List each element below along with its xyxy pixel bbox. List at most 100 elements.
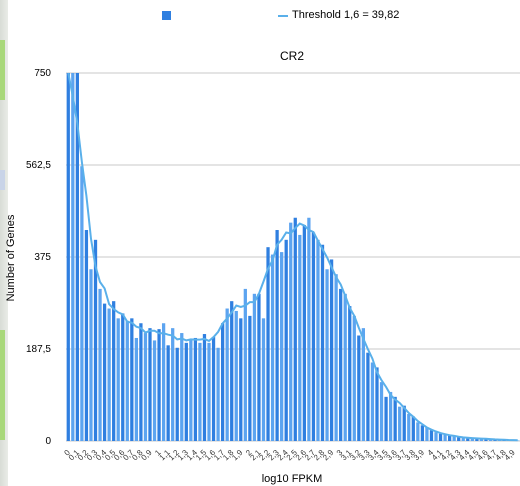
bar	[171, 328, 175, 441]
bar	[470, 438, 474, 441]
bar	[366, 352, 370, 441]
bar	[116, 318, 120, 441]
legend-bar-swatch	[162, 11, 171, 20]
bar	[325, 269, 329, 441]
bar	[207, 342, 211, 441]
bar	[202, 334, 207, 441]
bar	[270, 254, 275, 441]
x-tick-label: 4,9	[503, 448, 518, 463]
window-edge-band	[0, 170, 5, 190]
bar	[157, 329, 161, 441]
bar	[293, 217, 297, 441]
x-tick-label: 0	[62, 448, 72, 458]
bar	[280, 252, 284, 441]
window-edge-band	[0, 330, 5, 440]
bar	[266, 247, 270, 441]
bar	[180, 333, 184, 441]
bar	[130, 318, 134, 441]
x-axis-label: log10 FPKM	[262, 473, 323, 485]
bars	[66, 73, 520, 441]
bar	[339, 288, 343, 441]
bar	[447, 435, 452, 441]
y-tick-label: 750	[34, 68, 51, 79]
bar	[71, 73, 75, 441]
bar	[398, 406, 402, 441]
legend-line-label: Threshold 1,6 = 39,82	[292, 9, 400, 21]
bar	[198, 342, 202, 441]
x-tick-label: 1	[153, 448, 163, 458]
bar	[75, 73, 79, 441]
bar	[334, 274, 338, 441]
x-tick-label: 3,9	[412, 448, 427, 463]
bar	[357, 335, 361, 441]
bar	[89, 269, 93, 441]
bar	[343, 293, 347, 441]
bar	[252, 293, 257, 441]
bar	[234, 310, 238, 441]
window-edge-band	[0, 40, 5, 100]
bar	[352, 315, 356, 441]
bar	[161, 323, 166, 441]
bar	[93, 239, 98, 441]
bar	[211, 336, 216, 441]
x-tick-label: 1,9	[230, 448, 245, 463]
x-tick-label: 2,9	[321, 448, 336, 463]
bar	[112, 301, 116, 441]
bar	[184, 342, 188, 441]
bar	[407, 414, 411, 441]
x-tick-label: 0,9	[139, 448, 154, 463]
bar	[257, 293, 261, 441]
y-tick-label: 562,5	[26, 160, 51, 171]
bar	[402, 405, 406, 441]
bar	[484, 439, 488, 441]
bar	[320, 244, 325, 441]
bar	[80, 166, 84, 441]
bar	[443, 434, 447, 441]
bar	[370, 362, 375, 441]
bar	[134, 337, 139, 441]
bar	[375, 367, 379, 441]
bar	[125, 320, 129, 441]
bar	[102, 303, 107, 441]
bar	[466, 438, 470, 441]
bar	[452, 436, 456, 441]
bar	[329, 259, 334, 441]
legend-line-swatch	[278, 15, 288, 17]
bar	[152, 340, 157, 441]
bar	[166, 345, 170, 441]
bar	[148, 328, 152, 441]
window-edge	[0, 0, 8, 486]
bar	[289, 222, 293, 441]
bar	[193, 337, 198, 441]
bar	[261, 318, 266, 441]
bar	[434, 432, 438, 441]
bar	[275, 230, 279, 441]
bar	[361, 328, 366, 441]
x-tick-label: 3	[335, 448, 345, 458]
bar	[457, 437, 461, 441]
bar	[143, 333, 148, 441]
bar	[230, 301, 234, 441]
bar	[475, 438, 479, 441]
bar	[461, 437, 465, 441]
bar	[393, 396, 397, 441]
bar	[420, 425, 425, 441]
bar	[243, 288, 247, 441]
bar	[388, 391, 393, 441]
x-tick-label: 2	[244, 448, 254, 458]
bar	[139, 323, 143, 441]
bar	[225, 308, 229, 441]
bar	[121, 313, 125, 441]
bar	[66, 73, 70, 441]
bar	[220, 323, 225, 441]
bar	[107, 308, 111, 441]
y-tick-labels: 0 187,5 375 562,5 750	[26, 68, 51, 447]
y-axis-label: Number of Genes	[5, 214, 17, 301]
bar	[429, 430, 434, 441]
bar	[416, 422, 420, 441]
x-tick-label: 4	[426, 448, 436, 458]
bar	[348, 306, 352, 441]
bar	[298, 234, 302, 441]
bar	[311, 232, 316, 441]
